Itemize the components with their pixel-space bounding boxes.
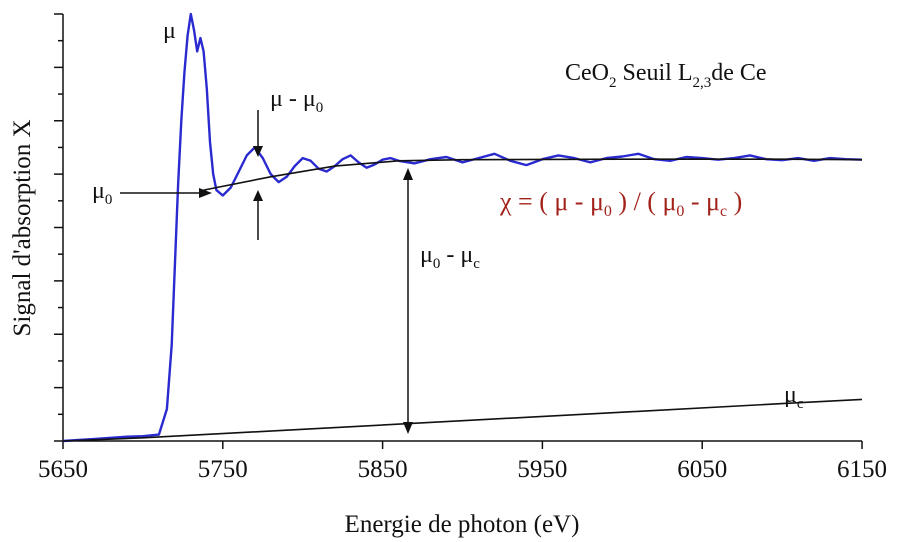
- mu0-minus-muc-rest: - μ: [440, 242, 473, 268]
- mu0-label: μ0: [92, 178, 112, 208]
- plot-area: 5650 5750 5850 5950 6050 6150: [38, 12, 887, 483]
- muc-label: μc: [784, 382, 804, 412]
- mu-minus-mu0-label: μ - μ0: [270, 86, 323, 116]
- arrowhead-mu-minus-mu0-top: [253, 146, 263, 157]
- mu0-symbol: μ: [92, 178, 105, 204]
- chi-formula-sub-1: 0: [604, 203, 612, 220]
- sample-formula: CeO: [565, 60, 609, 86]
- series-line-3: [62, 398, 863, 442]
- mu-minus-mu0-subscript: 0: [316, 100, 324, 116]
- x-tick-label: 5650: [38, 456, 88, 483]
- sample-title: CeO2 Seuil L2,3de Ce: [565, 60, 767, 91]
- arrowhead-mu0-minus-muc-top: [403, 168, 413, 180]
- muc-symbol: μ: [784, 382, 797, 408]
- edge-text: Seuil L: [617, 60, 693, 86]
- edge-suffix: de Ce: [711, 60, 766, 86]
- x-axis-title: Energie de photon (eV): [345, 511, 580, 538]
- mu0-minus-muc-label: μ0 - μc: [420, 242, 480, 272]
- chi-formula-part-4: ): [727, 187, 742, 216]
- mu-label: μ: [163, 18, 176, 44]
- arrowhead-mu0: [199, 188, 212, 198]
- mu0-subscript: 0: [105, 192, 113, 208]
- edge-subscript: 2,3: [693, 75, 712, 91]
- muc-subscript: c: [797, 396, 804, 412]
- mu0-minus-muc-sub0: 0: [433, 256, 441, 272]
- y-axis-title: Signal d'absorption X: [9, 120, 36, 337]
- chi-formula-sub-2: 0: [676, 203, 684, 220]
- x-tick-label: 6050: [677, 456, 727, 483]
- chi-formula-part-2: ) / ( μ: [612, 187, 676, 216]
- mu0-minus-muc-mu: μ: [420, 242, 433, 268]
- y-ticks: [54, 13, 63, 442]
- arrowhead-mu-minus-mu0-bottom: [253, 190, 263, 201]
- sample-formula-subscript: 2: [609, 75, 617, 91]
- x-ticks: 5650 5750 5850 5950 6050 6150: [38, 441, 887, 483]
- mu0-minus-muc-subc: c: [473, 256, 480, 272]
- chi-formula-part-1: χ = ( μ - μ: [499, 187, 604, 216]
- chi-formula: χ = ( μ - μ0 ) / ( μ0 - μc ): [499, 187, 742, 220]
- chi-formula-sub-3: c: [720, 203, 727, 220]
- series-line-1: [62, 12, 863, 443]
- mu-minus-mu0-text: μ - μ: [270, 86, 316, 112]
- series-line-2: [203, 158, 863, 191]
- series-layer: [62, 12, 863, 443]
- x-tick-label: 6150: [837, 456, 887, 483]
- chi-formula-part-3: - μ: [684, 187, 720, 216]
- x-tick-label: 5750: [198, 456, 248, 483]
- arrowhead-mu0-minus-muc-bottom: [403, 422, 413, 434]
- x-tick-label: 5950: [517, 456, 567, 483]
- x-tick-label: 5850: [358, 456, 408, 483]
